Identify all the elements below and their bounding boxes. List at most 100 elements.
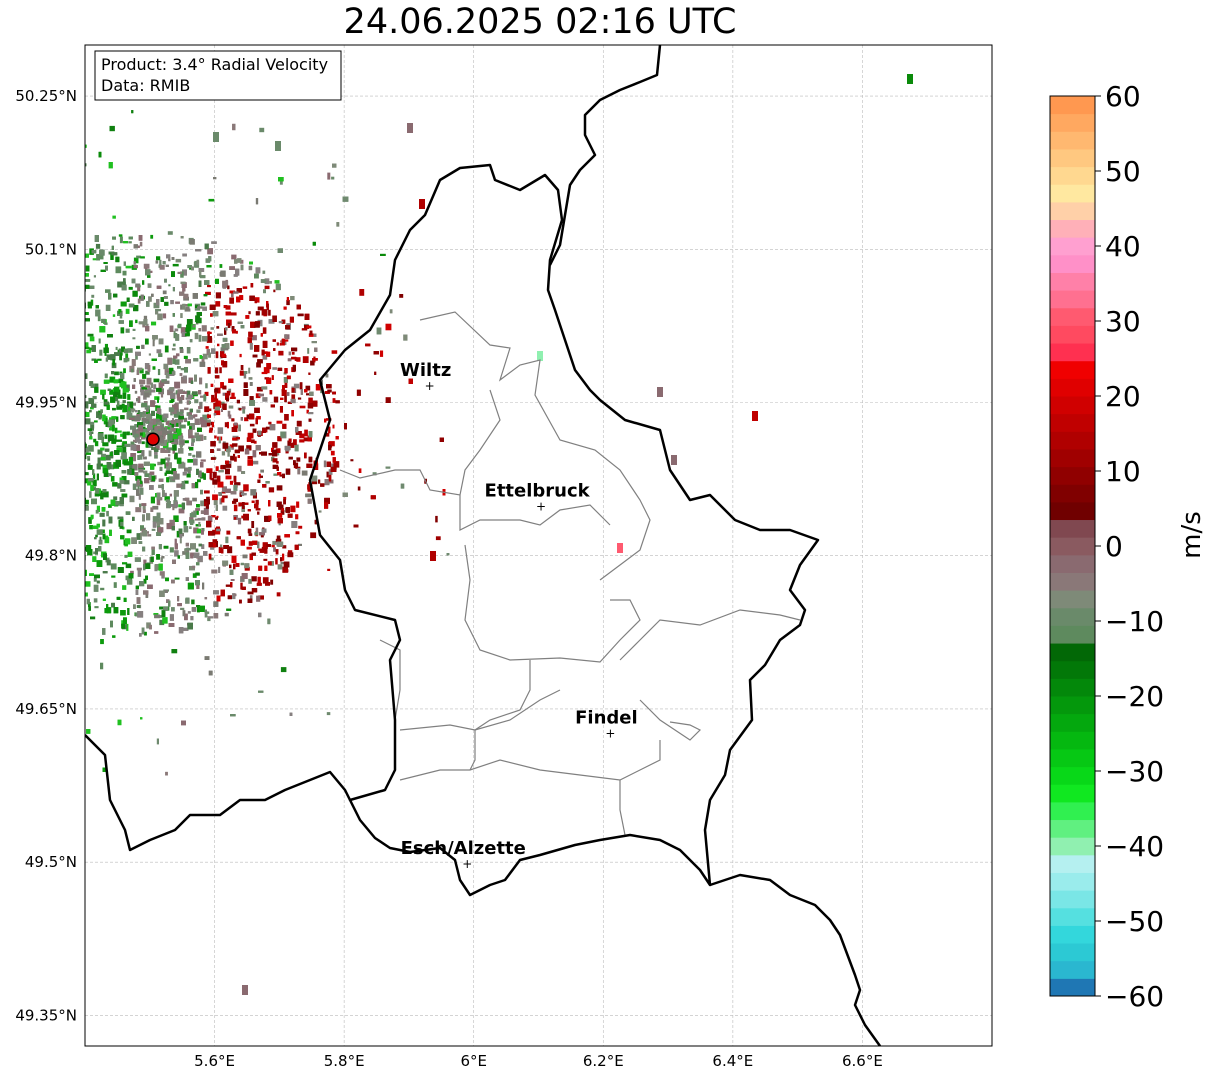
canton-boundary [399, 740, 661, 781]
colorbar-segment [1050, 572, 1095, 591]
country-border [308, 163, 820, 897]
canton-boundary [459, 495, 611, 531]
colorbar-segment [1050, 660, 1095, 679]
colorbar-segment [1050, 643, 1095, 662]
colorbar-segment [1050, 201, 1095, 221]
canton-boundary [469, 660, 531, 771]
isolated-echo [407, 123, 413, 133]
colorbar-tick-label: −50 [1105, 905, 1164, 938]
colorbar-segment [1050, 131, 1095, 150]
colorbar-tick-label: −30 [1105, 755, 1164, 788]
colorbar-tick-label: 20 [1105, 380, 1141, 413]
colorbar-segment [1050, 731, 1095, 750]
colorbar-segment [1050, 448, 1095, 468]
city-marker-1: + [536, 500, 546, 514]
colorbar-segment [1050, 537, 1095, 556]
colorbar-segment [1050, 254, 1095, 273]
canton-boundary [379, 639, 401, 721]
isolated-echo [907, 74, 913, 84]
city-label: Esch/Alzette [401, 838, 526, 859]
colorbar-segment [1050, 943, 1095, 962]
colorbar-segment [1050, 696, 1095, 715]
colorbar-segment [1050, 184, 1095, 203]
isolated-echo [657, 387, 663, 397]
colorbar-segment [1050, 819, 1095, 838]
lat-tick-label: 49.35°N [15, 1006, 77, 1024]
colorbar-segment [1050, 854, 1095, 873]
colorbar-segment [1050, 766, 1095, 785]
isolated-echo [275, 141, 281, 151]
lat-tick-label: 49.65°N [15, 700, 77, 718]
colorbar-segment [1050, 360, 1095, 379]
colorbar-segment [1050, 748, 1095, 768]
colorbar-segment [1050, 501, 1095, 521]
city-marker-2: + [605, 726, 615, 740]
colorbar-segment [1050, 96, 1095, 115]
colorbar-segment [1050, 678, 1095, 697]
canton-boundary [619, 609, 801, 661]
city-label: Findel [575, 707, 638, 728]
isolated-echo [430, 551, 436, 561]
country-border [709, 873, 882, 1046]
colorbar-tick-label: 30 [1105, 305, 1141, 338]
colorbar-segment [1050, 148, 1095, 168]
canton-boundary [339, 389, 501, 496]
country-border [548, 45, 662, 266]
radar-echoes [85, 92, 450, 776]
colorbar-segment [1050, 837, 1095, 856]
colorbar-tick-label: −40 [1105, 830, 1164, 863]
colorbar-tick-label: −10 [1105, 605, 1164, 638]
colorbar-segment [1050, 378, 1095, 397]
city-marker-3: + [462, 857, 472, 871]
colorbar-tick-label: 0 [1105, 530, 1123, 563]
colorbar-segment [1050, 290, 1095, 309]
colorbar-tick-label: 10 [1105, 455, 1141, 488]
lon-tick-label: 6.6°E [842, 1052, 883, 1070]
isolated-echo [419, 199, 425, 209]
colorbar-segment [1050, 554, 1095, 573]
canton-boundary [619, 780, 626, 836]
lon-tick-label: 5.6°E [194, 1052, 235, 1070]
canton-boundary [639, 699, 702, 741]
lat-tick-label: 49.95°N [15, 394, 77, 412]
colorbar-segment [1050, 466, 1095, 485]
lat-tick-label: 50.1°N [25, 240, 77, 258]
lat-tick-label: 49.8°N [25, 547, 77, 565]
colorbar-segment [1050, 113, 1095, 132]
colorbar-tick-label: 50 [1105, 155, 1141, 188]
colorbar-segment [1050, 325, 1095, 344]
city-marker-0: + [425, 379, 435, 393]
colorbar-tick-label: −20 [1105, 680, 1164, 713]
colorbar-segment [1050, 343, 1095, 362]
colorbar-tick-label: −60 [1105, 980, 1164, 1013]
colorbar-segment [1050, 907, 1095, 926]
info-product: Product: 3.4° Radial Velocity [101, 55, 328, 74]
colorbar-segment [1050, 431, 1095, 450]
canton-boundary [464, 544, 641, 663]
colorbar-segment [1050, 784, 1095, 803]
colorbar-segment [1050, 925, 1095, 944]
plot-frame [84, 44, 993, 1047]
colorbar-segment [1050, 484, 1095, 503]
isolated-echo [537, 351, 543, 361]
lon-tick-label: 5.8°E [324, 1052, 365, 1070]
plot-area: +Wiltz+Ettelbruck+Findel+Esch/Alzette [85, 45, 992, 1046]
lat-tick-label: 49.5°N [25, 853, 77, 871]
chart-title: 24.06.2025 02:16 UTC [343, 2, 737, 42]
isolated-echo [242, 985, 248, 995]
radar-site-marker [146, 432, 160, 447]
isolated-echo [213, 132, 219, 142]
colorbar-segment [1050, 519, 1095, 538]
canton-boundary [419, 311, 651, 581]
colorbar-segment [1050, 307, 1095, 326]
colorbar-tick-label: 60 [1105, 80, 1141, 113]
colorbar-segment [1050, 272, 1095, 291]
info-data-source: Data: RMIB [101, 76, 190, 95]
isolated-echo [671, 455, 677, 465]
colorbar-segment [1050, 890, 1095, 909]
info-box [94, 50, 342, 101]
colorbar-segment [1050, 607, 1095, 626]
city-label: Ettelbruck [485, 481, 591, 502]
colorbar-segment [1050, 219, 1095, 238]
